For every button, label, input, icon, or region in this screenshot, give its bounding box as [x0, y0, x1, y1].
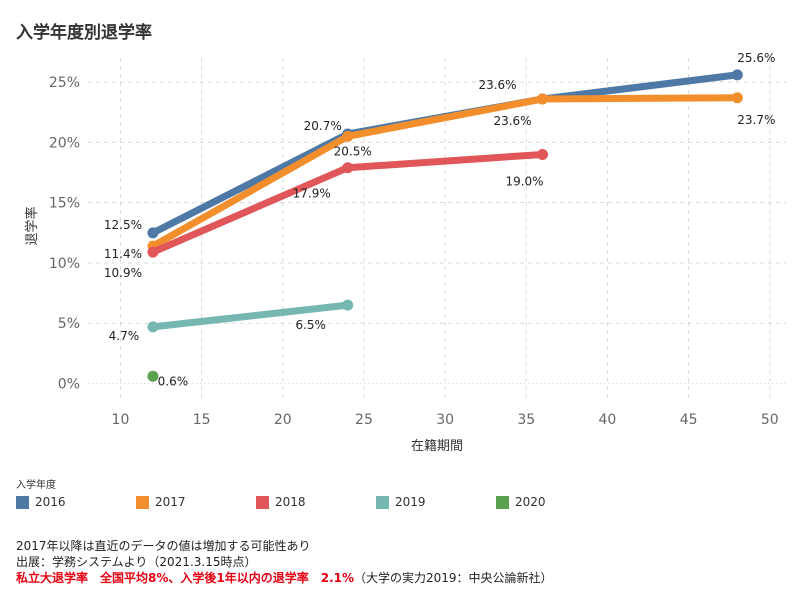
legend-item-2018: 2018 [256, 495, 306, 509]
data-label-2017: 23.6% [493, 114, 531, 128]
legend-item-2016: 2016 [16, 495, 66, 509]
chart-title: 入学年度別退学率 [16, 23, 152, 43]
line-chart: 0% 5% 10% 15% 20% 25% 10 15 20 25 30 35 40 45 50 12.5%… [24, 51, 786, 454]
data-point-2020 [147, 370, 159, 382]
data-label-2018: 10.9% [104, 266, 142, 280]
legend-swatch [376, 495, 389, 509]
note-line-1: 2017年以降は直近のデータの値は増加する可能性あり [16, 539, 311, 553]
data-point-2017 [537, 93, 549, 105]
data-point-2016 [147, 227, 159, 239]
data-label-2019: 4.7% [109, 329, 140, 343]
data-point-2018 [147, 246, 159, 258]
legend-swatch [16, 495, 29, 509]
y-tick-label: 10% [49, 256, 80, 272]
data-label-2016: 23.6% [478, 78, 516, 92]
data-point-2019 [342, 299, 354, 311]
legend: 入学年度 2016 2017 2018 2019 2020 [16, 476, 776, 513]
legend-item-2020: 2020 [496, 495, 546, 509]
series-line-2019 [149, 301, 352, 331]
y-tick-label: 25% [49, 75, 80, 91]
x-tick-label: 40 [599, 412, 617, 428]
legend-item-2017: 2017 [136, 495, 186, 509]
legend-label: 2017 [155, 495, 186, 509]
data-point-2017 [342, 130, 354, 142]
note-line-3-highlight: 私立大退学率 全国平均8%、入学後1年以内の退学率 2.1% [16, 571, 355, 585]
data-point-2018 [342, 162, 354, 174]
series-line-2017 [149, 94, 741, 250]
y-tick-label: 5% [58, 316, 80, 332]
data-label-2017: 20.5% [334, 144, 372, 158]
data-label-2017: 23.7% [737, 113, 775, 127]
note-line-3: 私立大退学率 全国平均8%、入学後1年以内の退学率 2.1%（大学の実力2019… [16, 570, 553, 586]
y-tick-label: 15% [49, 196, 80, 212]
data-label-2016: 12.5% [104, 218, 142, 232]
data-point-2019 [147, 321, 159, 333]
x-tick-label: 45 [680, 412, 698, 428]
legend-swatch [136, 495, 149, 509]
note-line-2: 出展：学務システムより（2021.3.15時点） [16, 555, 257, 569]
x-tick-label: 15 [193, 412, 211, 428]
legend-items: 2016 2017 2018 2019 2020 [16, 495, 776, 513]
legend-swatch [496, 495, 509, 509]
legend-item-2019: 2019 [376, 495, 426, 509]
data-label-2016: 25.6% [737, 51, 775, 65]
x-tick-label: 30 [436, 412, 454, 428]
note-line-3-source: （大学の実力2019：中央公論新社） [354, 571, 553, 585]
x-axis-title: 在籍期間 [411, 438, 463, 454]
legend-label: 2020 [515, 495, 546, 509]
legend-swatch [256, 495, 269, 509]
data-label-2017: 11.4% [104, 247, 142, 261]
data-point-2017 [731, 92, 743, 104]
data-label-2018: 17.9% [293, 187, 331, 201]
legend-label: 2019 [395, 495, 426, 509]
y-tick-label: 20% [49, 135, 80, 151]
notes: 2017年以降は直近のデータの値は増加する可能性あり 出展：学務システムより（2… [16, 538, 553, 586]
data-point-2016 [731, 69, 743, 81]
x-tick-label: 50 [761, 412, 779, 428]
data-label-2020: 0.6% [158, 374, 189, 388]
x-tick-label: 20 [274, 412, 292, 428]
data-label-2018: 19.0% [505, 174, 543, 188]
legend-title: 入学年度 [16, 480, 56, 491]
legend-label: 2018 [275, 495, 306, 509]
legend-label: 2016 [35, 495, 66, 509]
x-tick-label: 35 [517, 412, 535, 428]
x-tick-label: 25 [355, 412, 373, 428]
data-label-2019: 6.5% [295, 318, 326, 332]
y-axis-title: 退学率 [24, 206, 40, 245]
data-label-2016: 20.7% [304, 119, 342, 133]
y-tick-label: 0% [58, 377, 80, 393]
x-tick-label: 10 [112, 412, 130, 428]
data-point-2018 [537, 148, 549, 160]
